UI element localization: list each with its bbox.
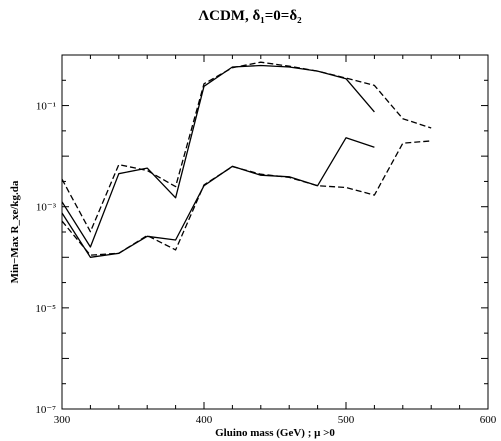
series-layer <box>61 61 432 258</box>
y-tick-label: 10⁻³ <box>36 202 57 214</box>
x-tick-label: 500 <box>338 414 355 426</box>
y-tick-label: 10⁻⁵ <box>35 303 56 315</box>
tick-labels: 300 400 500 600 10⁻⁷ 10⁻⁵ 10⁻³ 10⁻¹ <box>35 101 496 426</box>
y-tick-label: 10⁻¹ <box>36 101 56 113</box>
series-line-4-dashed <box>61 140 432 256</box>
series-line-1-solid <box>61 64 375 248</box>
y-tick-label: 10⁻⁷ <box>35 404 56 416</box>
axis-ticks <box>61 54 489 410</box>
chart-title: ΛCDM, δ₁=0=δ₂ <box>198 8 302 24</box>
x-axis-label: Gluino mass (GeV) ; μ >0 <box>215 427 335 439</box>
series-line-2-dashed <box>61 61 432 233</box>
x-tick-label: 400 <box>196 414 213 426</box>
plot-area: 300 400 500 600 10⁻⁷ 10⁻⁵ 10⁻³ 10⁻¹ <box>35 54 497 426</box>
x-tick-label: 300 <box>54 414 71 426</box>
x-tick-label: 600 <box>480 414 497 426</box>
series-line-3-solid <box>61 137 375 258</box>
plot-frame <box>61 54 489 410</box>
y-axis-label: Min−Max R_xe/kg.da <box>9 180 21 283</box>
